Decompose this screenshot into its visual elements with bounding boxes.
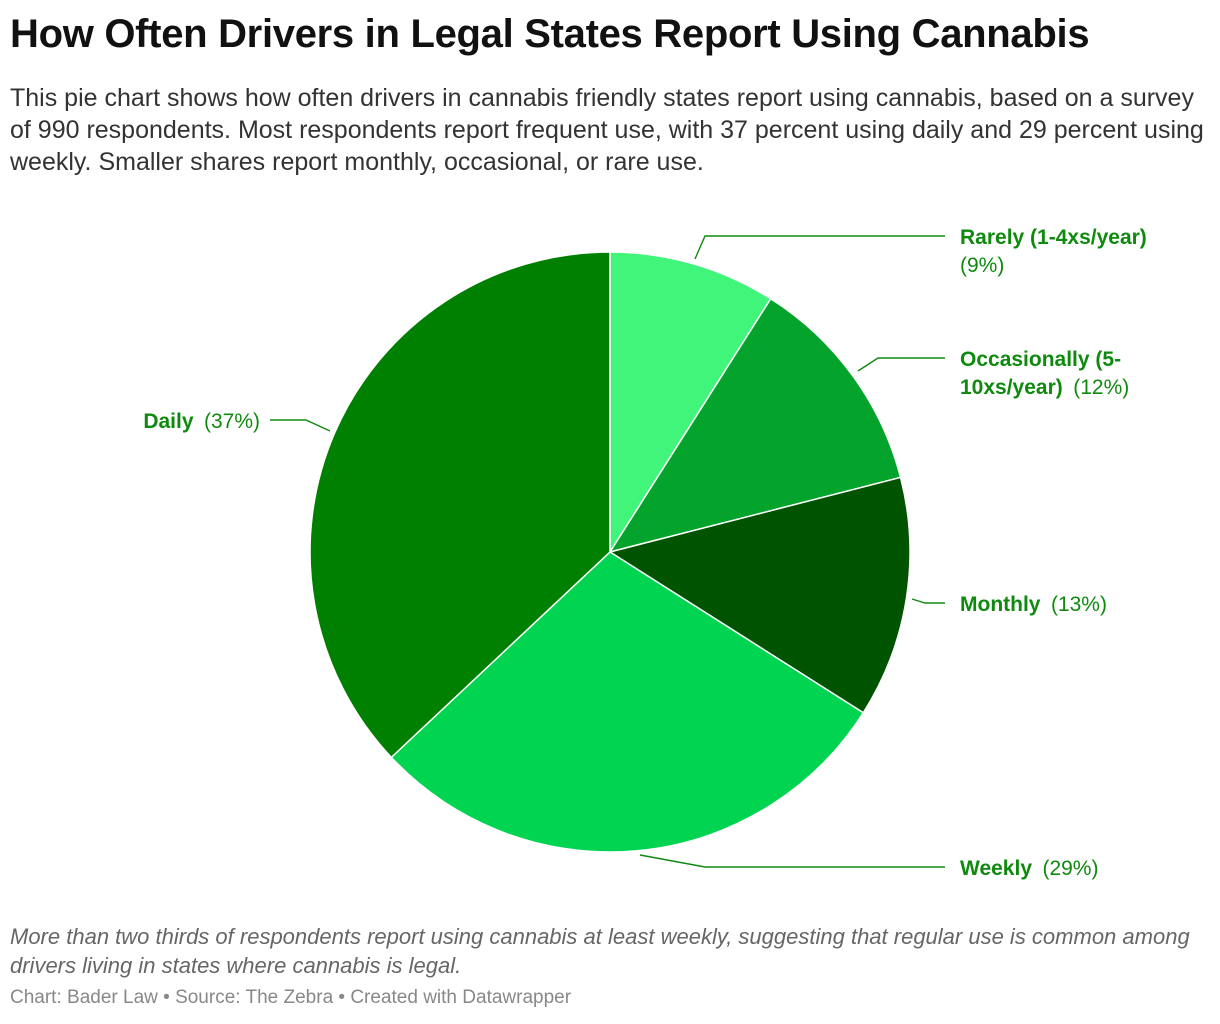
pie-slice-daily bbox=[309, 251, 611, 759]
label-monthly-name: Monthly bbox=[960, 593, 1041, 616]
label-rarely-name: Rarely (1-4xs/year) bbox=[960, 226, 1147, 249]
pie-slice-weekly bbox=[390, 551, 865, 853]
label-rarely-value: (9%) bbox=[960, 254, 1004, 277]
label-weekly: Weekly (29%) bbox=[960, 857, 1098, 880]
pie-slices bbox=[309, 251, 911, 853]
chart-footer: Chart: Bader Law • Source: The Zebra • C… bbox=[10, 987, 572, 1008]
pie-slice-rarely bbox=[609, 251, 772, 555]
pie-chart: Rarely (1-4xs/year) (9%) Occasionally (5… bbox=[143, 226, 1147, 880]
label-daily-name: Daily bbox=[143, 410, 194, 433]
label-daily: Daily (37%) bbox=[143, 410, 260, 433]
label-monthly: Monthly (13%) bbox=[960, 593, 1107, 616]
label-occasionally-name-2: 10xs/year) bbox=[960, 376, 1063, 399]
pie-slice-monthly bbox=[608, 476, 911, 714]
leader-line-weekly bbox=[639, 854, 945, 868]
label-monthly-val: (13%) bbox=[1051, 593, 1107, 616]
pie-slice-occasionally bbox=[608, 297, 902, 554]
chart-subtitle: This pie chart shows how often drivers i… bbox=[10, 84, 1204, 176]
label-rarely-val: (9%) bbox=[960, 254, 1004, 277]
label-occasionally-name-1: Occasionally (5- bbox=[960, 348, 1121, 371]
leader-line-daily bbox=[270, 419, 331, 432]
chart-title: How Often Drivers in Legal States Report… bbox=[10, 12, 1090, 56]
leader-line-rarely bbox=[694, 235, 945, 260]
label-weekly-val: (29%) bbox=[1042, 857, 1098, 880]
label-weekly-name: Weekly bbox=[960, 857, 1032, 880]
label-daily-val: (37%) bbox=[204, 410, 260, 433]
label-occasionally: Occasionally (5- bbox=[960, 348, 1121, 371]
label-occasionally-line2: 10xs/year) (12%) bbox=[960, 376, 1129, 399]
label-rarely: Rarely (1-4xs/year) bbox=[960, 226, 1147, 249]
leader-line-monthly bbox=[911, 598, 945, 604]
label-occasionally-val: (12%) bbox=[1073, 376, 1129, 399]
chart-notes: More than two thirds of respondents repo… bbox=[10, 924, 1190, 978]
leader-line-occasionally bbox=[857, 357, 945, 372]
